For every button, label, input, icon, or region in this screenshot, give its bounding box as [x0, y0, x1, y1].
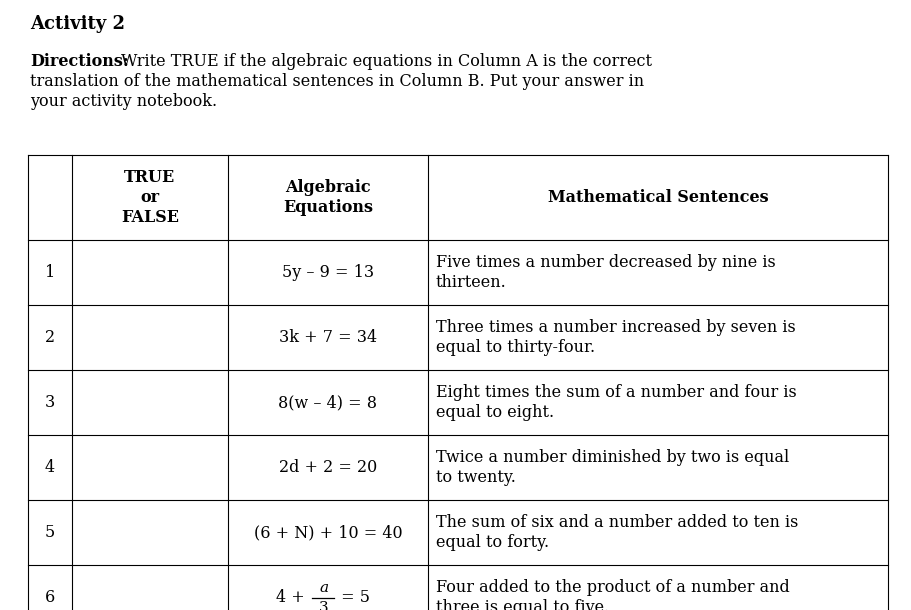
- Text: 4: 4: [45, 459, 55, 476]
- Text: 3: 3: [319, 601, 329, 610]
- Text: Eight times the sum of a number and four is
equal to eight.: Eight times the sum of a number and four…: [436, 384, 797, 421]
- Text: your activity notebook.: your activity notebook.: [30, 93, 217, 110]
- Text: Twice a number diminished by two is equal
to twenty.: Twice a number diminished by two is equa…: [436, 449, 789, 486]
- Text: 2: 2: [45, 329, 55, 346]
- Text: 3: 3: [45, 394, 56, 411]
- Text: (6 + N) + 10 = 40: (6 + N) + 10 = 40: [253, 524, 403, 541]
- Text: 2d + 2 = 20: 2d + 2 = 20: [279, 459, 377, 476]
- Text: Five times a number decreased by nine is
thirteen.: Five times a number decreased by nine is…: [436, 254, 776, 291]
- Text: 5: 5: [45, 524, 56, 541]
- Text: Write TRUE if the algebraic equations in Column A is the correct: Write TRUE if the algebraic equations in…: [121, 53, 652, 70]
- Text: TRUE
or
FALSE: TRUE or FALSE: [121, 170, 179, 226]
- Text: Three times a number increased by seven is
equal to thirty-four.: Three times a number increased by seven …: [436, 319, 795, 356]
- Text: Activity 2: Activity 2: [30, 15, 125, 33]
- Text: translation of the mathematical sentences in Column B. Put your answer in: translation of the mathematical sentence…: [30, 73, 644, 90]
- Text: 5y – 9 = 13: 5y – 9 = 13: [281, 264, 374, 281]
- Text: Directions:: Directions:: [30, 53, 128, 70]
- Text: a: a: [320, 581, 329, 595]
- Text: Algebraic
Equations: Algebraic Equations: [283, 179, 373, 216]
- Text: 4 +: 4 +: [276, 589, 310, 606]
- Text: Mathematical Sentences: Mathematical Sentences: [548, 189, 768, 206]
- Text: 8(w – 4) = 8: 8(w – 4) = 8: [279, 394, 377, 411]
- Text: 3k + 7 = 34: 3k + 7 = 34: [279, 329, 377, 346]
- Text: 6: 6: [45, 589, 56, 606]
- Text: = 5: = 5: [336, 589, 370, 606]
- Text: 1: 1: [45, 264, 56, 281]
- Text: Four added to the product of a number and
three is equal to five.: Four added to the product of a number an…: [436, 580, 790, 610]
- Text: The sum of six and a number added to ten is
equal to forty.: The sum of six and a number added to ten…: [436, 514, 798, 551]
